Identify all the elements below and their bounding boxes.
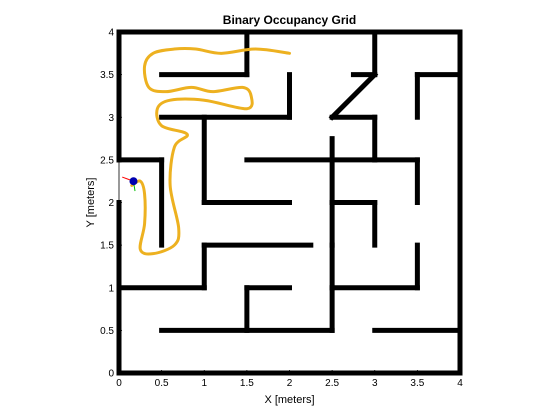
- y-axis-label: Y [meters]: [85, 178, 97, 228]
- x-tick-label: 3: [372, 378, 378, 389]
- x-tick-label: 4: [457, 378, 463, 389]
- y-tick-label: 3: [108, 113, 114, 124]
- chart-title: Binary Occupancy Grid: [223, 13, 356, 27]
- ticks-layer: 0 0.5 1 1.5 2 2.5 3 3.5 4 0 0.5 1 1.5 2 2.5 3 3.5 4: [100, 28, 463, 390]
- y-tick-label: 0: [108, 369, 114, 380]
- robot-path: [130, 47, 291, 256]
- y-tick-label: 1: [108, 283, 114, 294]
- y-tick-label: 1.5: [100, 241, 114, 252]
- x-tick-label: 1.5: [240, 378, 254, 389]
- x-tick-label: 1: [201, 378, 207, 389]
- x-tick-label: 0: [116, 378, 122, 389]
- y-tick-label: 0.5: [100, 326, 114, 337]
- x-tick-label: 0.5: [155, 378, 169, 389]
- y-tick-label: 2: [108, 198, 114, 209]
- x-tick-label: 2: [287, 378, 293, 389]
- x-tick-label: 2.5: [325, 378, 339, 389]
- y-tick-label: 3.5: [100, 70, 114, 81]
- x-axis-label: X [meters]: [264, 394, 314, 406]
- wall-segment: [328, 71, 379, 121]
- x-tick-label: 3.5: [410, 378, 424, 389]
- y-tick-label: 4: [108, 28, 114, 39]
- robot-layer: [122, 176, 138, 192]
- robot-body: [129, 177, 138, 186]
- y-tick-label: 2.5: [100, 155, 114, 166]
- walls-layer: [116, 29, 463, 376]
- path-layer: [130, 47, 291, 256]
